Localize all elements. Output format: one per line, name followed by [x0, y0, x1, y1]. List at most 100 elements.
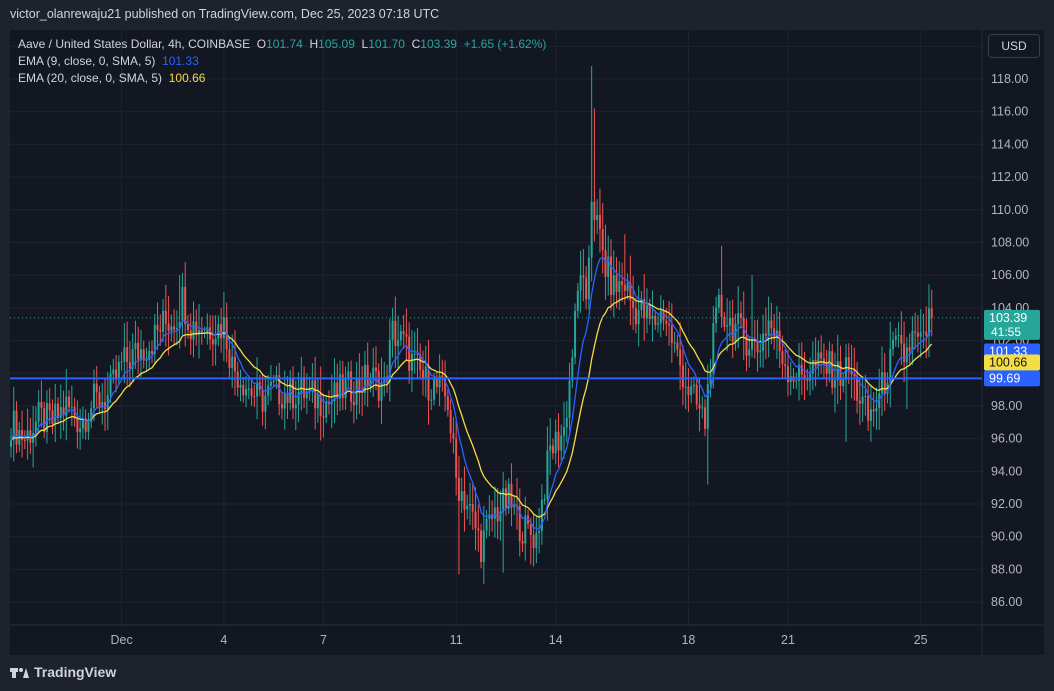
- candle-body-up: [433, 378, 436, 400]
- legend-ema20-row[interactable]: EMA (20, close, 0, SMA, 5) 100.66: [18, 70, 546, 87]
- candle-body-up: [861, 396, 864, 404]
- x-tick-label: 14: [549, 633, 563, 647]
- candle-body-up: [311, 380, 314, 388]
- candle-body-down: [358, 378, 361, 392]
- candle-body-up: [70, 406, 73, 408]
- legend-symbol[interactable]: Aave / United States Dollar, 4h, COINBAS…: [18, 37, 251, 51]
- candle-body-down: [903, 343, 906, 363]
- candle-body-down: [137, 343, 140, 360]
- candle-body-up: [134, 343, 137, 349]
- candle-body-up: [468, 504, 471, 506]
- candle-body-up: [283, 393, 286, 409]
- candle-body-down: [634, 308, 637, 325]
- candle-body-down: [68, 396, 71, 408]
- candle-body-up: [759, 350, 762, 353]
- candle-body-down: [839, 361, 842, 387]
- candle-body-up: [645, 305, 648, 319]
- x-tick-label: 11: [450, 633, 463, 647]
- candle-body-up: [701, 407, 704, 409]
- candle-body-down: [261, 389, 264, 412]
- candle-body-up: [568, 380, 571, 418]
- candle-body-down: [632, 300, 635, 309]
- legend-open-value: 101.74: [266, 37, 303, 51]
- candle-body-up: [574, 310, 577, 358]
- candle-body-down: [820, 352, 823, 359]
- candle-body-up: [706, 384, 709, 429]
- legend-symbol-row: Aave / United States Dollar, 4h, COINBAS…: [18, 36, 546, 53]
- candle-body-down: [164, 310, 167, 324]
- candle-body-down: [43, 408, 46, 432]
- candle-body-down: [15, 410, 18, 445]
- currency-button[interactable]: USD: [988, 34, 1040, 58]
- tradingview-footer: TradingView: [10, 664, 116, 680]
- candle-body-down: [610, 256, 613, 296]
- published-line: victor_olanrewaju21 published on Trading…: [10, 7, 440, 21]
- candle-body-down: [416, 353, 419, 355]
- candle-body-up: [120, 361, 123, 363]
- candle-body-down: [850, 371, 853, 375]
- candle-body-up: [347, 371, 350, 380]
- tradingview-logo-icon: [10, 665, 30, 679]
- candle-body-up: [117, 361, 120, 380]
- candle-body-up: [894, 335, 897, 340]
- candle-body-up: [65, 396, 68, 416]
- candle-body-up: [430, 399, 433, 401]
- candle-body-up: [892, 339, 895, 349]
- candle-body-down: [806, 379, 809, 381]
- candle-body-down: [278, 375, 281, 405]
- candle-body-down: [452, 433, 455, 439]
- candle-body-up: [811, 360, 814, 374]
- candle-body-up: [809, 373, 812, 381]
- candle-body-up: [767, 320, 770, 336]
- candle-body-down: [427, 366, 430, 401]
- y-tick-label: 114.00: [991, 137, 1028, 151]
- candle-body-up: [571, 357, 574, 381]
- candle-body-down: [914, 331, 917, 333]
- candle-body-down: [211, 339, 214, 345]
- candle-body-up: [845, 357, 848, 380]
- candle-body-down: [883, 372, 886, 394]
- y-tick-label: 96.00: [991, 432, 1022, 446]
- candle-body-up: [607, 256, 610, 277]
- candle-body-down: [57, 403, 60, 419]
- candle-body-up: [596, 214, 599, 221]
- candle-body-up: [178, 322, 181, 328]
- candle-body-down: [679, 349, 682, 366]
- candle-body-up: [897, 335, 900, 337]
- candle-body-up: [87, 421, 90, 432]
- candle-body-down: [770, 320, 773, 329]
- candle-body-down: [449, 409, 452, 434]
- candlestick-chart[interactable]: 86.0088.0090.0092.0094.0096.0098.00100.0…: [10, 30, 1044, 655]
- y-tick-label: 92.00: [991, 497, 1022, 511]
- chart-legend: Aave / United States Dollar, 4h, COINBAS…: [18, 36, 546, 87]
- candle-body-down: [84, 418, 87, 432]
- candle-body-down: [704, 407, 707, 429]
- chart-panel[interactable]: 86.0088.0090.0092.0094.0096.0098.00100.0…: [10, 30, 1044, 655]
- candle-body-up: [305, 391, 308, 399]
- candle-body-up: [388, 339, 391, 383]
- candle-body-down: [51, 410, 54, 425]
- candle-body-up: [239, 384, 242, 388]
- candle-body-up: [153, 324, 156, 354]
- candle-body-down: [643, 299, 646, 319]
- candle-body-up: [90, 408, 93, 422]
- candle-body-down: [496, 507, 499, 522]
- candle-body-down: [327, 401, 330, 405]
- candle-body-down: [668, 323, 671, 326]
- ema9-line: [10, 256, 933, 530]
- price-label: 103.39: [989, 311, 1027, 325]
- candle-body-up: [59, 407, 62, 419]
- candle-body-up: [651, 315, 654, 319]
- legend-close-value: 103.39: [420, 37, 457, 51]
- candle-body-down: [126, 347, 129, 363]
- legend-ema9-row[interactable]: EMA (9, close, 0, SMA, 5) 101.33: [18, 53, 546, 70]
- price-label-bg: [984, 354, 1040, 371]
- candle-body-down: [856, 376, 859, 401]
- legend-h-label: H: [309, 37, 319, 51]
- candle-body-down: [253, 396, 256, 398]
- candle-body-up: [92, 383, 95, 409]
- candle-body-down: [847, 357, 850, 372]
- candle-body-up: [294, 404, 297, 409]
- x-tick-label: Dec: [110, 633, 132, 647]
- candle-body-up: [524, 515, 527, 544]
